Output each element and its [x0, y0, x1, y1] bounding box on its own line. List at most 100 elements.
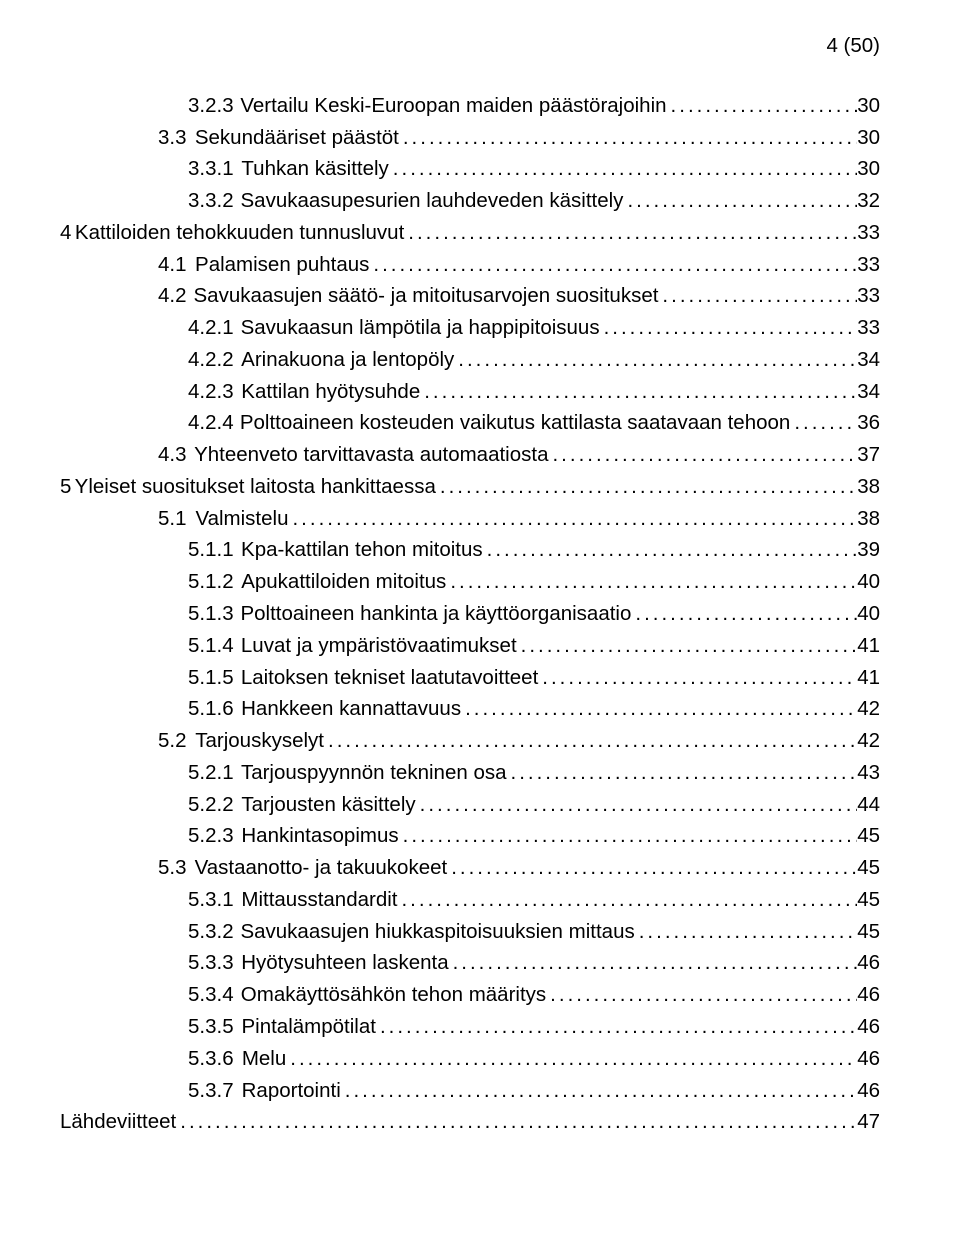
toc-entry-number: 5.3.4	[188, 979, 240, 1011]
toc-entry-number: 5.2.1	[188, 757, 240, 789]
toc-entry-title: Arinakuona ja lentopöly	[241, 344, 454, 376]
toc-entry: 4.2.2Arinakuona ja lentopöly 34	[60, 344, 880, 376]
toc-leader-dots	[790, 407, 857, 439]
toc-entry-page: 46	[857, 1043, 880, 1075]
toc-leader-dots	[548, 439, 857, 471]
toc-entry-number: 5.3.1	[188, 884, 240, 916]
toc-entry-title: Mittausstandardit	[241, 884, 397, 916]
toc-entry: 4Kattiloiden tehokkuuden tunnusluvut33	[60, 217, 880, 249]
toc-entry: 5Yleiset suositukset laitosta hankittaes…	[60, 471, 880, 503]
toc-entry-title: Savukaasujen säätö- ja mitoitusarvojen s…	[194, 280, 659, 312]
toc-entry-page: 34	[857, 376, 880, 408]
toc-leader-dots	[600, 312, 858, 344]
toc-entry-title: Apukattiloiden mitoitus	[241, 566, 446, 598]
toc-entry-number: 5.3.7	[188, 1075, 240, 1107]
toc-entry-page: 46	[857, 979, 880, 1011]
toc-leader-dots	[454, 344, 857, 376]
toc-entry: 5.3.1Mittausstandardit 45	[60, 884, 880, 916]
toc-entry-title: Laitoksen tekniset laatutavoitteet	[241, 662, 538, 694]
toc-entry: 4.2.1Savukaasun lämpötila ja happipitois…	[60, 312, 880, 344]
toc-entry-title: Yhteenveto tarvittavasta automaatiosta	[194, 439, 548, 471]
toc-leader-dots	[389, 153, 857, 185]
toc-leader-dots	[176, 1106, 857, 1138]
toc-entry-page: 33	[857, 280, 880, 312]
toc-entry-number: 3.3	[158, 122, 193, 154]
toc-leader-dots	[507, 757, 858, 789]
toc-entry-page: 41	[857, 630, 880, 662]
toc-entry-number: 5.2.3	[188, 820, 240, 852]
toc-entry: 5.1.6Hankkeen kannattavuus42	[60, 693, 880, 725]
toc-entry-page: 45	[857, 820, 880, 852]
toc-entry-number: 3.3.1	[188, 153, 240, 185]
toc-entry-title: Hankintasopimus	[241, 820, 398, 852]
toc-entry: 3.3Sekundääriset päästöt30	[60, 122, 880, 154]
toc-entry: 5.1.1Kpa-kattilan tehon mitoitus39	[60, 534, 880, 566]
toc-entry: 5.1.5Laitoksen tekniset laatutavoitteet4…	[60, 662, 880, 694]
toc-entry-title: Savukaasupesurien lauhdeveden käsittely	[241, 185, 624, 217]
toc-entry-title: Valmistelu	[195, 503, 288, 535]
toc-entry-page: 37	[857, 439, 880, 471]
toc-entry-title: Kattilan hyötysuhde	[241, 376, 420, 408]
toc-entry-number: 5.1.3	[188, 598, 240, 630]
toc-entry-page: 41	[857, 662, 880, 694]
toc-entry: 5.3.2Savukaasujen hiukkaspitoisuuksien m…	[60, 916, 880, 948]
toc-leader-dots	[399, 122, 857, 154]
toc-leader-dots	[286, 1043, 857, 1075]
toc-entry-title: Tarjouspyynnön tekninen osa	[241, 757, 507, 789]
toc-entry-title: Hyötysuhteen laskenta	[241, 947, 448, 979]
toc-entry-page: 46	[857, 1075, 880, 1107]
toc-entry-title: Omakäyttösähkön tehon määritys	[241, 979, 546, 1011]
toc-leader-dots	[288, 503, 857, 535]
toc-entry-page: 45	[857, 852, 880, 884]
toc-leader-dots	[416, 789, 858, 821]
toc-entry-page: 36	[857, 407, 880, 439]
toc-entry: 5.1Valmistelu38	[60, 503, 880, 535]
toc-leader-dots	[341, 1075, 857, 1107]
toc-entry-page: 42	[857, 725, 880, 757]
toc-entry: 5.3.7Raportointi46	[60, 1075, 880, 1107]
toc-entry-number: 3.2.3	[188, 90, 240, 122]
toc-entry-number: 4.1	[158, 249, 193, 281]
toc-entry-page: 42	[857, 693, 880, 725]
toc-entry-number: 5.2	[158, 725, 193, 757]
toc-entry-number: 5.2.2	[188, 789, 240, 821]
toc-entry-number: 5.3	[158, 852, 193, 884]
toc-leader-dots	[461, 693, 857, 725]
toc-entry-page: 45	[857, 884, 880, 916]
toc-entry-number: 5.3.5	[188, 1011, 240, 1043]
toc-entry-title: Palamisen puhtaus	[195, 249, 369, 281]
toc-leader-dots	[631, 598, 857, 630]
toc-entry: 5.1.2Apukattiloiden mitoitus40	[60, 566, 880, 598]
toc-entry-title: Pintalämpötilat	[241, 1011, 375, 1043]
toc-entry-page: 39	[857, 534, 880, 566]
toc-entry: 5.3.4Omakäyttösähkön tehon määritys 46	[60, 979, 880, 1011]
toc-entry-page: 33	[857, 217, 880, 249]
toc-leader-dots	[517, 630, 858, 662]
toc-entry-page: 38	[857, 471, 880, 503]
toc-entry-number: 5.1.4	[188, 630, 240, 662]
toc-entry: 4.2Savukaasujen säätö- ja mitoitusarvoje…	[60, 280, 880, 312]
toc-entry-title: Savukaasun lämpötila ja happipitoisuus	[241, 312, 600, 344]
toc-entry-page: 47	[857, 1106, 880, 1138]
toc-entry-page: 30	[857, 122, 880, 154]
toc-entry-title: Hankkeen kannattavuus	[241, 693, 461, 725]
toc-entry-title: Lähdeviitteet	[60, 1106, 176, 1138]
toc-entry-page: 32	[857, 185, 880, 217]
toc-entry: 5.3.5Pintalämpötilat46	[60, 1011, 880, 1043]
toc-entry-number: 4.2.2	[188, 344, 240, 376]
toc-entry-number: 5.3.2	[188, 916, 240, 948]
toc-leader-dots	[436, 471, 857, 503]
toc-leader-dots	[623, 185, 857, 217]
toc-chapter-number: 5	[60, 471, 71, 503]
toc-chapter-number: 4	[60, 217, 71, 249]
toc-leader-dots	[376, 1011, 857, 1043]
toc-entry-number: 4.2.1	[188, 312, 240, 344]
toc-entry-page: 43	[857, 757, 880, 789]
toc-entry-title: Vastaanotto- ja takuukokeet	[195, 852, 448, 884]
toc-entry: 5.3.6Melu46	[60, 1043, 880, 1075]
toc-leader-dots	[369, 249, 857, 281]
toc-entry-page: 33	[857, 312, 880, 344]
toc-leader-dots	[635, 916, 857, 948]
toc-leader-dots	[397, 884, 857, 916]
toc-entry-page: 34	[857, 344, 880, 376]
